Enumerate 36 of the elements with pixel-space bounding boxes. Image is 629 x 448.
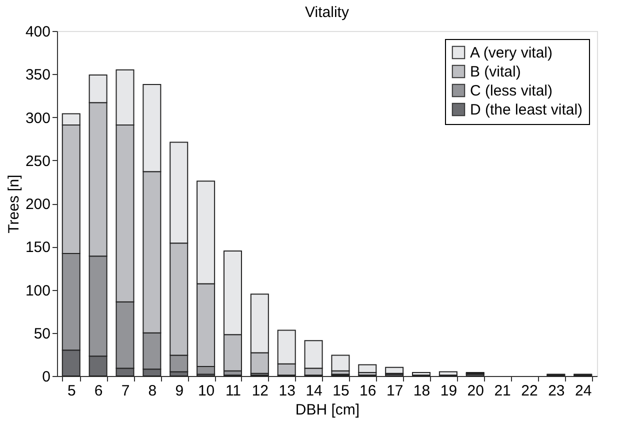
x-tick-label: 23 <box>548 382 565 400</box>
chart-title: Vitality <box>305 4 350 21</box>
y-tick-label: 150 <box>25 239 50 256</box>
x-tick-label: 14 <box>306 382 322 400</box>
x-tick-label: 22 <box>521 382 538 400</box>
legend-label: A (very vital) <box>470 44 553 62</box>
y-tick-label: 350 <box>25 66 50 84</box>
y-tick-label: 100 <box>25 282 50 300</box>
y-axis-title: Trees [n] <box>5 174 22 234</box>
legend-label: C (less vital) <box>470 82 553 100</box>
y-tick-label: 200 <box>25 196 50 213</box>
x-tick-label: 16 <box>360 382 376 400</box>
x-tick-label: 8 <box>148 382 157 400</box>
x-tick-label: 21 <box>494 382 511 400</box>
x-tick-label: 10 <box>198 382 215 400</box>
legend-label: B (vital) <box>470 64 521 80</box>
x-tick-label: 19 <box>440 382 458 400</box>
x-axis-title: DBH [cm] <box>295 402 360 418</box>
x-tick-label: 7 <box>121 382 130 400</box>
x-tick-label: 9 <box>175 382 184 400</box>
x-tick-label: 5 <box>67 382 76 400</box>
x-tick-label: 17 <box>386 382 404 400</box>
y-tick-label: 0 <box>42 368 50 386</box>
x-tick-label: 24 <box>575 382 592 400</box>
x-tick-label: 20 <box>467 382 484 400</box>
x-tick-label: 6 <box>94 382 103 400</box>
y-tick-label: 50 <box>34 325 50 342</box>
y-tick-label: 400 <box>25 24 50 40</box>
x-tick-label: 11 <box>225 382 242 400</box>
y-tick-label: 250 <box>25 152 50 170</box>
x-tick-label: 12 <box>252 382 269 400</box>
y-tick-label: 300 <box>25 110 50 127</box>
legend-label: D (the least vital) <box>470 102 583 118</box>
x-tick-label: 15 <box>332 382 350 400</box>
x-tick-label: 13 <box>278 382 296 400</box>
x-tick-label: 18 <box>413 382 430 400</box>
